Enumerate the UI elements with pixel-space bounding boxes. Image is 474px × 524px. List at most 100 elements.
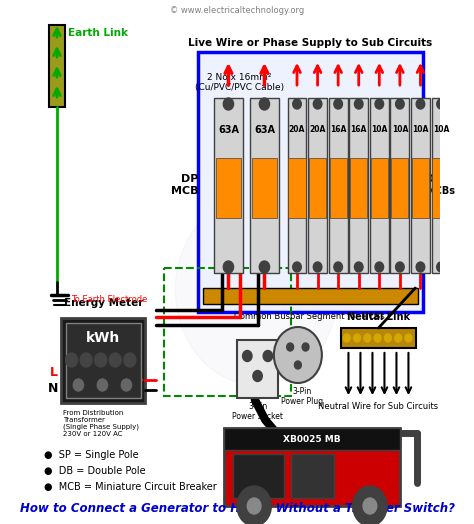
Circle shape (355, 99, 363, 109)
Circle shape (334, 99, 342, 109)
Bar (199, 52, 423, 312)
Text: 10A: 10A (412, 126, 428, 135)
Bar (350, 158, 367, 218)
Text: Common Busbar Segment for MCBs: Common Busbar Segment for MCBs (235, 312, 385, 321)
Text: kWh: kWh (86, 331, 120, 345)
Text: 63A: 63A (218, 125, 239, 135)
Bar (392, 158, 409, 218)
Text: 16A: 16A (330, 126, 346, 135)
Circle shape (73, 379, 83, 391)
Circle shape (243, 351, 252, 362)
Circle shape (237, 486, 271, 524)
Circle shape (293, 99, 301, 109)
Text: ●  MCB = Miniature Circuit Breaker: ● MCB = Miniature Circuit Breaker (44, 482, 217, 492)
Circle shape (437, 262, 445, 272)
Circle shape (293, 262, 301, 272)
Circle shape (109, 353, 121, 367)
Circle shape (259, 261, 270, 273)
Text: 3-Pin
Power Plug: 3-Pin Power Plug (281, 387, 323, 407)
Text: N: N (47, 381, 58, 395)
Circle shape (274, 327, 322, 383)
Bar (224, 428, 400, 506)
Circle shape (416, 99, 425, 109)
Circle shape (374, 334, 381, 342)
Bar (289, 158, 306, 218)
Text: 10A: 10A (433, 126, 449, 135)
Text: 63A: 63A (254, 125, 275, 135)
Circle shape (313, 262, 322, 272)
Circle shape (416, 262, 425, 272)
Circle shape (405, 334, 412, 342)
Bar (308, 98, 327, 273)
Circle shape (247, 498, 261, 514)
Bar (371, 158, 388, 218)
Bar (329, 98, 347, 273)
Text: From Distribution
Transformer
(Single Phase Supply)
230V or 120V AC: From Distribution Transformer (Single Ph… (63, 410, 139, 438)
Text: © www.electricaltechnology.org: © www.electricaltechnology.org (170, 6, 304, 15)
Circle shape (263, 351, 273, 362)
Circle shape (65, 353, 78, 367)
Text: 20A: 20A (289, 126, 305, 135)
Circle shape (124, 353, 136, 367)
Bar (341, 328, 416, 348)
Bar (291, 454, 334, 498)
Circle shape (97, 379, 108, 391)
Bar (432, 158, 450, 218)
Bar (237, 340, 278, 398)
Text: ●  SP = Single Pole: ● SP = Single Pole (44, 450, 139, 460)
Text: Live Wire or Phase Supply to Sub Circuits: Live Wire or Phase Supply to Sub Circuit… (188, 38, 432, 48)
Text: 10A: 10A (392, 126, 408, 135)
Text: Earth Link: Earth Link (68, 28, 128, 38)
Circle shape (334, 262, 342, 272)
Text: L: L (50, 366, 58, 379)
Bar (233, 454, 284, 498)
Circle shape (223, 98, 234, 110)
Circle shape (396, 99, 404, 109)
Bar (412, 158, 429, 218)
Text: Neutal Link: Neutal Link (347, 312, 410, 322)
Text: ●  DB = Double Pole: ● DB = Double Pole (44, 466, 146, 476)
Circle shape (375, 99, 383, 109)
Circle shape (223, 261, 234, 273)
Bar (370, 98, 389, 273)
Bar (288, 98, 306, 273)
Text: Energy Meter: Energy Meter (64, 298, 143, 308)
Bar (250, 98, 279, 273)
Bar (252, 158, 277, 218)
Text: How to Connect a Generator to House Without a Transfer Switch?: How to Connect a Generator to House With… (19, 502, 455, 515)
Text: DP
MCB: DP MCB (171, 174, 199, 196)
Circle shape (384, 334, 392, 342)
Text: 2 No x 16mm²
(Cu/PVC/PVC Cable): 2 No x 16mm² (Cu/PVC/PVC Cable) (195, 73, 284, 92)
Bar (349, 98, 368, 273)
Text: Neutral Wire for Sub Circuits: Neutral Wire for Sub Circuits (319, 402, 438, 411)
Circle shape (354, 334, 360, 342)
Circle shape (313, 99, 322, 109)
Circle shape (343, 334, 350, 342)
Circle shape (363, 498, 377, 514)
Circle shape (375, 262, 383, 272)
Bar (164, 268, 291, 396)
Bar (309, 158, 326, 218)
Circle shape (121, 379, 132, 391)
Text: DP
MCBs: DP MCBs (425, 174, 455, 196)
Bar (203, 288, 418, 304)
Circle shape (302, 343, 309, 351)
Circle shape (353, 486, 387, 524)
Circle shape (294, 361, 301, 369)
Bar (214, 98, 243, 273)
Bar (432, 98, 450, 273)
Circle shape (80, 353, 92, 367)
Text: 20A: 20A (310, 126, 326, 135)
Text: To Earth Electrode: To Earth Electrode (72, 294, 148, 303)
Text: 3-Pin
Power Socket: 3-Pin Power Socket (232, 402, 283, 421)
Circle shape (175, 195, 338, 385)
Circle shape (95, 353, 107, 367)
Circle shape (437, 99, 445, 109)
Bar (61, 318, 145, 403)
Text: 16A: 16A (351, 126, 367, 135)
Bar (224, 428, 400, 450)
Bar (49, 25, 64, 107)
Circle shape (287, 343, 293, 351)
Bar (411, 98, 430, 273)
Bar (391, 98, 410, 273)
